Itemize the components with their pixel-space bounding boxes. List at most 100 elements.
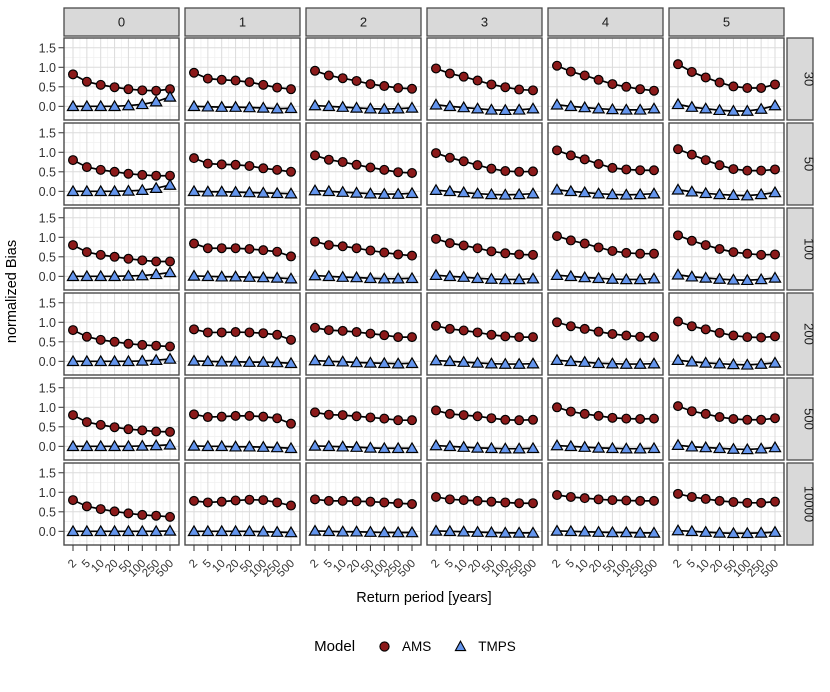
ams-circle-icon: [379, 641, 390, 652]
ams-point: [393, 415, 404, 426]
ams-point: [109, 251, 120, 262]
ams-point: [81, 76, 92, 87]
ams-point: [431, 148, 442, 159]
svg-text:1.0: 1.0: [39, 231, 56, 245]
tmps-point: [80, 439, 94, 452]
tmps-point: [564, 439, 578, 452]
tmps-point: [726, 357, 741, 370]
tmps-point: [80, 99, 94, 112]
tmps-point: [242, 185, 257, 198]
ams-point: [728, 81, 739, 92]
tmps-point: [726, 104, 741, 116]
ams-point: [593, 159, 604, 170]
ams-point: [714, 160, 725, 171]
tmps-point: [349, 525, 364, 537]
ams-point: [230, 75, 241, 86]
facet-panel-r10000-c3: [426, 462, 543, 546]
ams-point: [565, 66, 576, 77]
ams-point: [230, 159, 241, 170]
ams-point: [444, 238, 455, 249]
ams-point: [351, 327, 362, 338]
ams-point: [579, 493, 590, 504]
ams-point: [109, 82, 120, 93]
ams-point: [672, 144, 683, 155]
tmps-point: [526, 187, 540, 199]
svg-text:1.0: 1.0: [39, 316, 56, 330]
tmps-point: [498, 188, 512, 200]
ams-point: [593, 326, 604, 337]
ams-point: [286, 500, 297, 511]
ams-point: [323, 409, 334, 420]
tmps-point: [564, 269, 578, 282]
tmps-point: [308, 524, 322, 536]
svg-text:1.0: 1.0: [39, 146, 56, 160]
ams-point: [365, 412, 376, 423]
ams-point: [272, 164, 283, 175]
ams-point: [95, 164, 106, 175]
ams-point: [551, 490, 562, 501]
ams-point: [272, 497, 283, 508]
ams-point: [527, 498, 538, 509]
tmps-point: [550, 183, 564, 195]
ams-point: [323, 325, 334, 336]
tmps-point: [740, 442, 754, 455]
tmps-point: [228, 100, 243, 112]
facet-panel-r500-c2: [305, 377, 422, 461]
ams-point: [648, 331, 659, 342]
ams-point: [216, 327, 227, 338]
y-axis-row-10000: 0.0 0.5 1.0 1.5: [39, 466, 64, 539]
ams-point: [109, 336, 120, 347]
tmps-point: [699, 440, 713, 453]
svg-text:0.5: 0.5: [39, 420, 56, 434]
tmps-point: [391, 357, 405, 369]
tmps-point: [363, 102, 378, 114]
tmps-point: [712, 526, 727, 538]
row-strip-50: 50: [786, 122, 817, 206]
ams-point: [407, 332, 418, 343]
ams-point: [458, 325, 469, 336]
ams-point: [672, 316, 683, 327]
ams-point: [593, 74, 604, 85]
tmps-point: [163, 178, 177, 190]
ams-point: [323, 70, 334, 81]
ams-point: [230, 410, 241, 421]
svg-text:10000: 10000: [802, 486, 817, 522]
tmps-point: [699, 356, 713, 368]
tmps-point: [578, 100, 592, 113]
tmps-point: [685, 270, 699, 282]
tmps-point: [405, 525, 419, 538]
tmps-point: [470, 356, 485, 368]
ams-point: [123, 168, 134, 179]
ams-point: [189, 324, 200, 335]
ams-point: [648, 495, 659, 506]
tmps-point: [284, 441, 298, 454]
facet-panel-r30-c0: [63, 37, 180, 121]
ams-point: [202, 497, 213, 508]
tmps-point: [619, 357, 633, 369]
tmps-point: [591, 525, 606, 537]
ams-point: [756, 249, 767, 260]
svg-text:0.0: 0.0: [39, 525, 56, 539]
tmps-point: [550, 524, 564, 536]
tmps-point: [391, 102, 405, 114]
tmps-point: [322, 184, 336, 197]
svg-text:200: 200: [802, 323, 817, 345]
tmps-point: [163, 90, 177, 102]
tmps-point: [457, 440, 471, 452]
ams-point: [672, 488, 683, 499]
tmps-point: [201, 524, 215, 537]
ams-point: [500, 497, 511, 508]
svg-text:500: 500: [802, 408, 817, 430]
tmps-point: [564, 99, 578, 112]
ams-point: [486, 79, 497, 90]
tmps-point: [149, 438, 163, 451]
ams-point: [379, 247, 390, 258]
ams-point: [81, 247, 92, 258]
tmps-point: [201, 185, 215, 197]
tmps-point: [550, 98, 564, 110]
tmps-point: [498, 103, 512, 116]
svg-text:2: 2: [360, 15, 367, 30]
tmps-point: [201, 100, 215, 112]
ams-point: [444, 152, 455, 163]
ams-point: [714, 412, 725, 423]
